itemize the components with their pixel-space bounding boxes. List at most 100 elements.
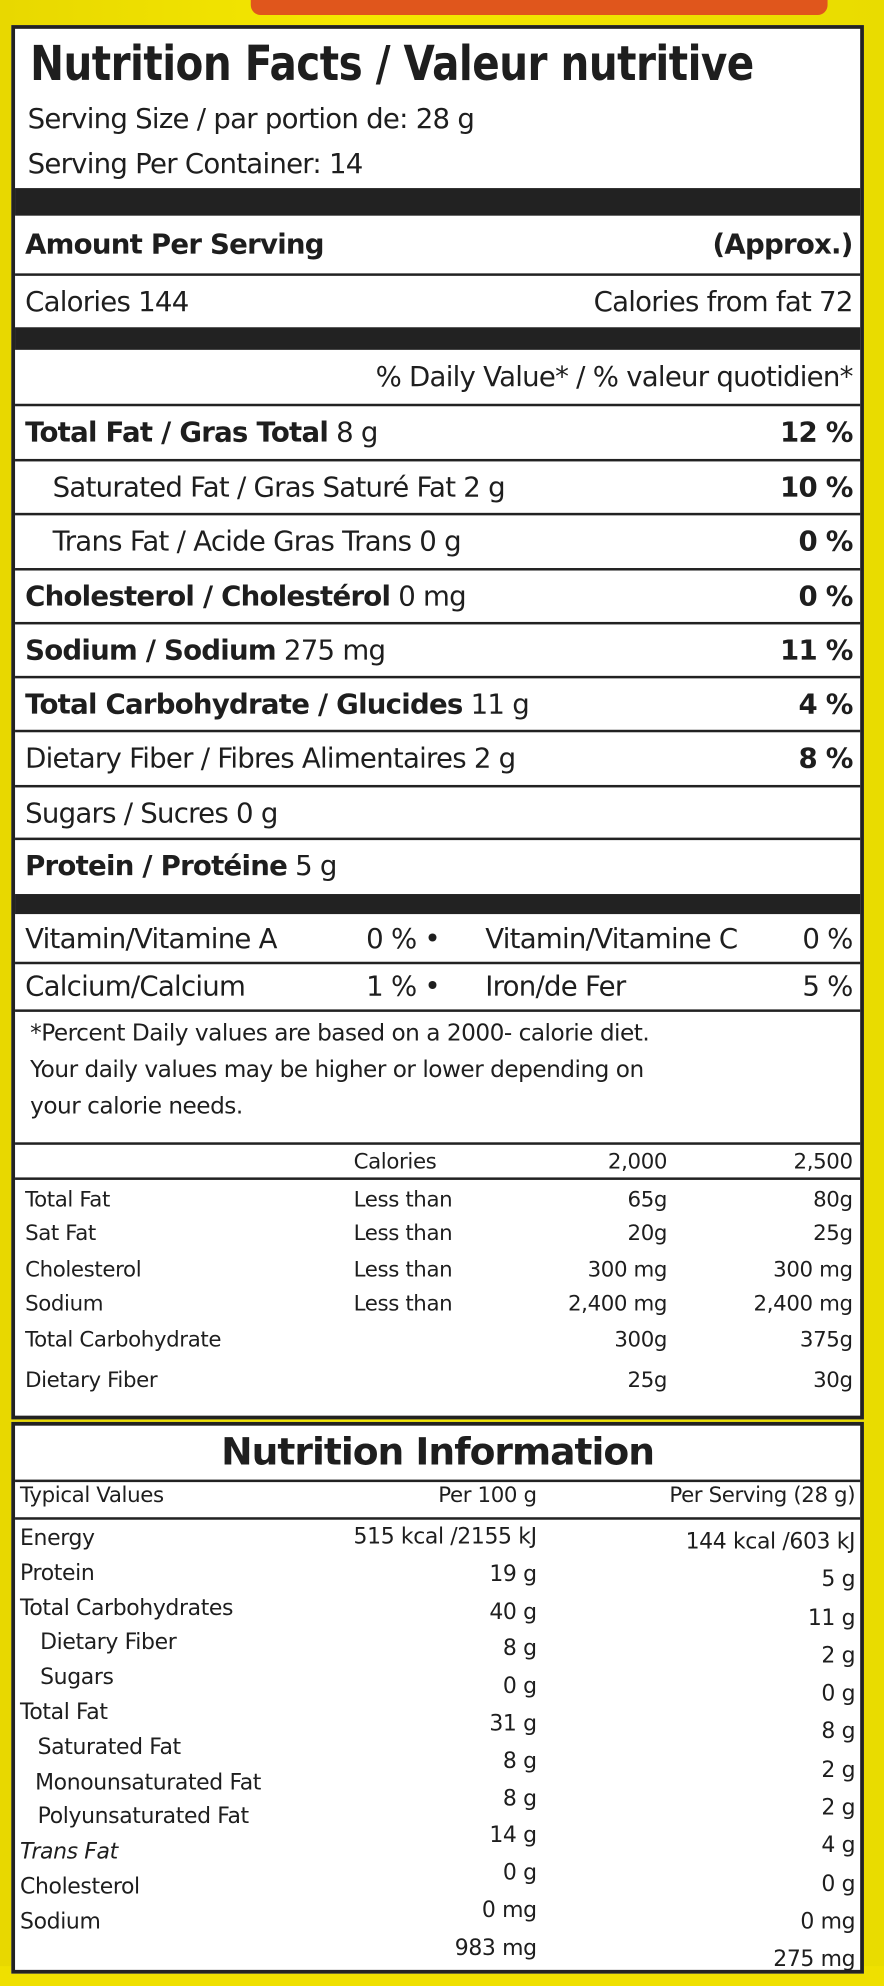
table-cell: 65g — [627, 1187, 668, 1213]
nutrient-label: Dietary Fiber / Fibres Alimentaires 2 g — [25, 743, 516, 774]
per-100g-value: 8 g — [502, 1636, 537, 1662]
per-100g-value: 31 g — [489, 1711, 537, 1737]
divider — [15, 729, 861, 733]
divider — [15, 1479, 861, 1483]
nutrient-label: Total Carbohydrate / Glucides 11 g — [25, 689, 530, 721]
daily-value-percent: 8 % — [798, 742, 853, 775]
vitamin-value: 0 % — [802, 923, 853, 955]
table-cell: 2,400 mg — [567, 1291, 668, 1317]
nutrient-label: Dietary Fiber — [40, 1630, 177, 1656]
table-cell: 2,000 — [607, 1149, 668, 1175]
table-header: Calories 2,000 2,500 — [25, 1150, 853, 1184]
header-per-serving: Per Serving (28 g) — [669, 1483, 856, 1509]
nutrient-row: Dietary Fiber / Fibres Alimentaires 2 g 8… — [25, 734, 853, 784]
table-row: Sat Fat Less than 20g 25g — [25, 1221, 853, 1255]
nutrient-label: Sugars — [40, 1665, 114, 1691]
divider-thick — [15, 188, 861, 216]
per-100g-value: 515 kcal /2155 kJ — [353, 1524, 538, 1550]
nutrient-label: Protein — [20, 1560, 95, 1586]
table-cell: 25g — [813, 1221, 853, 1247]
per-100g-value: 8 g — [502, 1786, 537, 1812]
table-cell: Less than — [353, 1187, 453, 1213]
daily-value-percent: 4 % — [798, 689, 853, 721]
daily-value-percent: 0 % — [798, 526, 853, 558]
footnote-line: *Percent Daily values are based on a 200… — [30, 1020, 650, 1048]
approx-label: (Approx.) — [712, 228, 854, 261]
per-serving-value: 5 g — [821, 1567, 856, 1593]
panel-title: Nutrition Facts / Valeur nutritive — [30, 36, 754, 92]
table-cell: Sat Fat — [25, 1221, 96, 1247]
table-row: Cholesterol Less than 300 mg 300 mg — [25, 1258, 853, 1292]
per-100g-value: 40 g — [489, 1599, 537, 1625]
amount-per-serving: Amount Per Serving — [25, 228, 324, 261]
nutrient-label: Trans Fat — [20, 1839, 118, 1865]
table-cell: 30g — [813, 1368, 853, 1394]
nutrition-information-title: Nutrition Information — [221, 1430, 655, 1475]
calories-row: Calories 144 Calories from fat 72 — [25, 277, 853, 327]
nutrient-amount: 275 mg — [275, 635, 386, 667]
table-cell: Less than — [353, 1221, 453, 1247]
nutrient-amount: 5 g — [287, 850, 337, 883]
nutrient-label: Saturated Fat / Gras Saturé Fat 2 g — [25, 472, 506, 503]
per-serving-value: 4 g — [821, 1833, 856, 1859]
nutrient-label: Trans Fat / Acide Gras Trans 0 g — [25, 526, 462, 558]
nutrient-row: Saturated Fat / Gras Saturé Fat 2 g 10 % — [25, 463, 854, 513]
divider — [15, 837, 861, 841]
nutrient-label: Protein / Protéine 5 g — [25, 851, 337, 882]
nutrient-name: Trans Fat / Acide Gras Trans 0 g — [52, 526, 462, 558]
divider-thick — [15, 327, 861, 350]
table-cell: 300g — [614, 1327, 668, 1353]
divider — [15, 568, 861, 571]
daily-value-percent: 0 % — [798, 581, 853, 613]
vitamin-value: 0 % • — [366, 923, 441, 955]
nutrient-name: Cholesterol / Cholestérol — [25, 581, 391, 613]
nutrient-label: Cholesterol / Cholestérol 0 mg — [25, 581, 467, 613]
nutrient-label: Saturated Fat — [37, 1735, 182, 1761]
divider — [15, 512, 861, 516]
divider — [15, 458, 861, 462]
per-serving-value: 11 g — [807, 1605, 856, 1631]
table-cell: 20g — [627, 1221, 668, 1247]
nutrient-row: Total Carbohydrate / Glucides 11 g 4 % — [25, 680, 853, 730]
table-cell: Total Carbohydrate — [25, 1327, 222, 1353]
divider-thick — [15, 894, 861, 915]
nutrient-row: Total Fat / Gras Total 8 g 12 % — [25, 408, 853, 458]
table-cell: 2,500 — [793, 1149, 854, 1175]
per-serving-value: 2 g — [821, 1795, 856, 1821]
nutrient-label: Sodium / Sodium 275 mg — [25, 635, 386, 667]
per-100g-value: 0 g — [502, 1674, 537, 1700]
package-red-strip — [250, 0, 828, 16]
per-100g-value: 14 g — [489, 1823, 537, 1849]
divider — [15, 1177, 861, 1180]
table-cell: Sodium — [25, 1291, 104, 1317]
servings-per-container: Serving Per Container: 14 — [27, 149, 364, 181]
nutrient-name: Sugars / Sucres 0 g — [25, 798, 278, 830]
per-100g-value: 0 g — [502, 1861, 537, 1887]
table-cell: Calories — [353, 1149, 437, 1175]
table-row: Sodium Less than 2,400 mg 2,400 mg — [25, 1292, 853, 1326]
label-column: Energy Protein Total Carbohydrates Dietary … — [20, 1526, 261, 1944]
nutrient-label: Cholesterol — [20, 1874, 140, 1900]
per-100g-value: 0 mg — [481, 1898, 537, 1924]
per-serving-value: 0 mg — [800, 1909, 856, 1935]
calories-from-fat: Calories from fat 72 — [593, 286, 854, 318]
nutrient-label: Polyunsaturated Fat — [37, 1804, 250, 1830]
daily-value-header: % Daily Value* / % valeur quotidien* — [375, 361, 854, 394]
table-cell: 2,400 mg — [753, 1291, 853, 1317]
footnote-line: Your daily values may be higher or lower… — [30, 1057, 644, 1084]
nutrient-name: Sodium / Sodium — [25, 635, 277, 667]
nutrient-amount: 0 mg — [390, 581, 466, 613]
nutrient-row: Sodium / Sodium 275 mg 11 % — [25, 626, 853, 676]
nutrient-name: Total Carbohydrate / Glucides — [25, 689, 463, 721]
per-serving-column: 144 kcal /603 kJ 5 g 11 g 2 g 0 g 8 g 2 g 2 g 4 … — [686, 1530, 856, 1986]
vitamin-name: Calcium/Calcium — [25, 971, 246, 1003]
vitamin-row: Calcium/Calcium 1 % • Iron/de Fer 5 % — [25, 964, 853, 1009]
per-100g-value: 19 g — [489, 1562, 537, 1588]
per-serving-value: 8 g — [821, 1719, 856, 1745]
per-serving-value: 2 g — [821, 1643, 856, 1669]
vitamin-name: Vitamin/Vitamine C — [485, 923, 738, 955]
nutrition-information-panel: Nutrition Information Typical Values Per… — [11, 1421, 864, 1974]
per-100g-column: 515 kcal /2155 kJ 19 g 40 g 8 g 0 g 31 g 8 g 8 … — [353, 1524, 538, 1973]
table-cell: Less than — [353, 1257, 453, 1283]
